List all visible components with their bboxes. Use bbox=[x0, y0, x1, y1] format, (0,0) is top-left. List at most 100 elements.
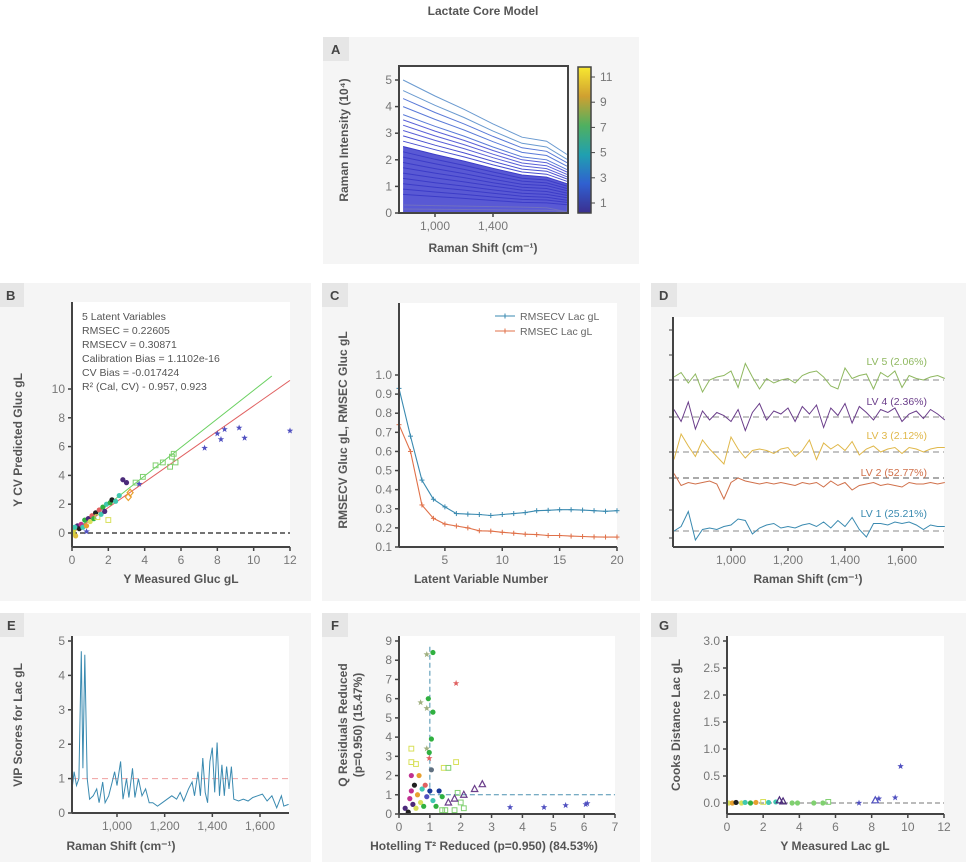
y-tick-label: 3 bbox=[58, 703, 65, 717]
spectrum-line bbox=[402, 151, 568, 187]
data-point bbox=[423, 745, 430, 752]
data-point bbox=[214, 430, 221, 437]
x-tick-label: 1,400 bbox=[197, 819, 227, 833]
x-tick-label: 12 bbox=[937, 820, 951, 834]
x-tick-label: 12 bbox=[283, 553, 297, 567]
spectrum-line bbox=[402, 124, 568, 175]
svg-text:E: E bbox=[7, 618, 16, 633]
data-point bbox=[159, 459, 166, 466]
y-tick-label: 0.2 bbox=[375, 521, 392, 535]
x-tick-label: 1,000 bbox=[102, 819, 132, 833]
x-tick-label: 8 bbox=[868, 820, 875, 834]
b-stat-line: RMSECV = 0.30871 bbox=[82, 339, 177, 351]
y-tick-label: 4 bbox=[385, 100, 392, 114]
plot-area-c bbox=[399, 303, 617, 547]
y-tick-label: 0 bbox=[58, 806, 65, 820]
data-point bbox=[407, 796, 413, 802]
data-point bbox=[426, 754, 433, 761]
y-tick-label: 0.8 bbox=[375, 406, 392, 420]
data-point bbox=[430, 649, 436, 656]
data-point bbox=[102, 508, 108, 514]
y-tick-label: 6 bbox=[58, 440, 65, 454]
y-tick-label: 2 bbox=[385, 769, 392, 783]
data-point bbox=[241, 434, 248, 441]
data-point bbox=[413, 805, 419, 811]
svg-text:C: C bbox=[330, 288, 340, 303]
data-point bbox=[460, 805, 467, 812]
data-point bbox=[445, 764, 452, 771]
data-point bbox=[452, 679, 460, 686]
fit-line bbox=[71, 379, 291, 534]
spectrum-line bbox=[403, 177, 568, 199]
x-tick-label: 1,000 bbox=[716, 553, 746, 567]
data-point bbox=[113, 498, 119, 504]
y-tick-label: 2 bbox=[58, 497, 65, 511]
data-point bbox=[411, 782, 418, 788]
b-y-axis-label: Y CV Predicted Gluc gL bbox=[11, 373, 25, 507]
a-x-axis-label: Raman Shift (cm⁻¹) bbox=[428, 241, 537, 255]
data-point bbox=[422, 782, 428, 788]
f-x-axis-label: Hotelling T² Reduced (p=0.950) (84.53%) bbox=[370, 839, 598, 853]
b-stat-line: R² (Cal, CV) - 0.957, 0.923 bbox=[82, 381, 207, 393]
chart-d: 1,000 1,200 1,400 1,600 bbox=[669, 317, 946, 567]
data-point bbox=[444, 797, 453, 806]
spectrum-line bbox=[403, 167, 568, 194]
spectrum-line bbox=[403, 208, 568, 213]
y-tick-label: 5 bbox=[385, 711, 392, 725]
y-tick-label: 2 bbox=[58, 737, 65, 751]
data-point bbox=[123, 480, 130, 486]
x-tick-label: 6 bbox=[178, 553, 185, 567]
chart-b: 0 2 4 6 8 10 12 0 2 4 6 8 10 bbox=[52, 302, 297, 567]
data-point bbox=[582, 801, 589, 808]
plot-area-d bbox=[673, 317, 944, 547]
data-point bbox=[414, 792, 421, 798]
data-point bbox=[201, 444, 208, 451]
b-stat-line: 5 Latent Variables bbox=[82, 311, 166, 323]
panel-label-a: A bbox=[323, 37, 349, 61]
x-tick-label: 1,200 bbox=[773, 553, 803, 567]
panel-label-d: D bbox=[651, 283, 677, 307]
x-tick-label: 1,400 bbox=[830, 553, 860, 567]
y-tick-label: 0.6 bbox=[375, 444, 392, 458]
y-tick-label: 0 bbox=[58, 526, 65, 540]
data-point bbox=[83, 523, 90, 529]
data-point bbox=[778, 796, 788, 805]
y-tick-label: 1.0 bbox=[703, 742, 720, 756]
y-tick-label: 3.0 bbox=[703, 634, 720, 648]
spectrum-line bbox=[402, 130, 568, 178]
data-point bbox=[454, 789, 461, 796]
c-y-axis-label: RMSECV Gluc gL, RMSEC Gluc gL bbox=[336, 331, 350, 528]
data-point bbox=[100, 504, 106, 510]
data-point bbox=[423, 704, 430, 711]
loading-line bbox=[673, 510, 945, 542]
data-point bbox=[875, 795, 883, 802]
y-tick-label: 0.7 bbox=[375, 425, 392, 439]
data-point bbox=[897, 762, 904, 769]
data-point bbox=[116, 492, 122, 499]
data-point bbox=[459, 790, 469, 798]
b-stat-line: RMSEC = 0.22605 bbox=[82, 325, 170, 337]
d-series-label-lv1: LV 1 (25.21%) bbox=[861, 508, 927, 520]
data-point bbox=[286, 427, 294, 434]
y-tick-label: 3 bbox=[385, 126, 392, 140]
spectrum-line bbox=[403, 183, 568, 201]
data-point bbox=[136, 480, 143, 487]
spectrum-line bbox=[402, 106, 568, 167]
loading-line bbox=[673, 432, 945, 465]
x-tick-label: 5 bbox=[442, 553, 449, 567]
spectrum-line bbox=[403, 204, 568, 213]
g-x-axis-label: Y Measured Lac gL bbox=[780, 839, 889, 853]
x-tick-label: 15 bbox=[553, 553, 567, 567]
b-stats-box: 5 Latent Variables RMSEC = 0.22605 RMSEC… bbox=[82, 311, 220, 393]
data-point bbox=[540, 803, 548, 810]
data-point bbox=[439, 794, 445, 800]
data-point bbox=[428, 767, 434, 773]
x-tick-label: 2 bbox=[105, 553, 112, 567]
data-point bbox=[402, 805, 408, 811]
spectrum-line bbox=[402, 90, 568, 160]
data-point bbox=[430, 709, 436, 715]
f-y-axis-label-line1: Q Residuals Reduced bbox=[336, 663, 350, 786]
loading-line bbox=[673, 400, 946, 432]
data-point bbox=[439, 807, 446, 814]
data-point bbox=[423, 651, 430, 658]
